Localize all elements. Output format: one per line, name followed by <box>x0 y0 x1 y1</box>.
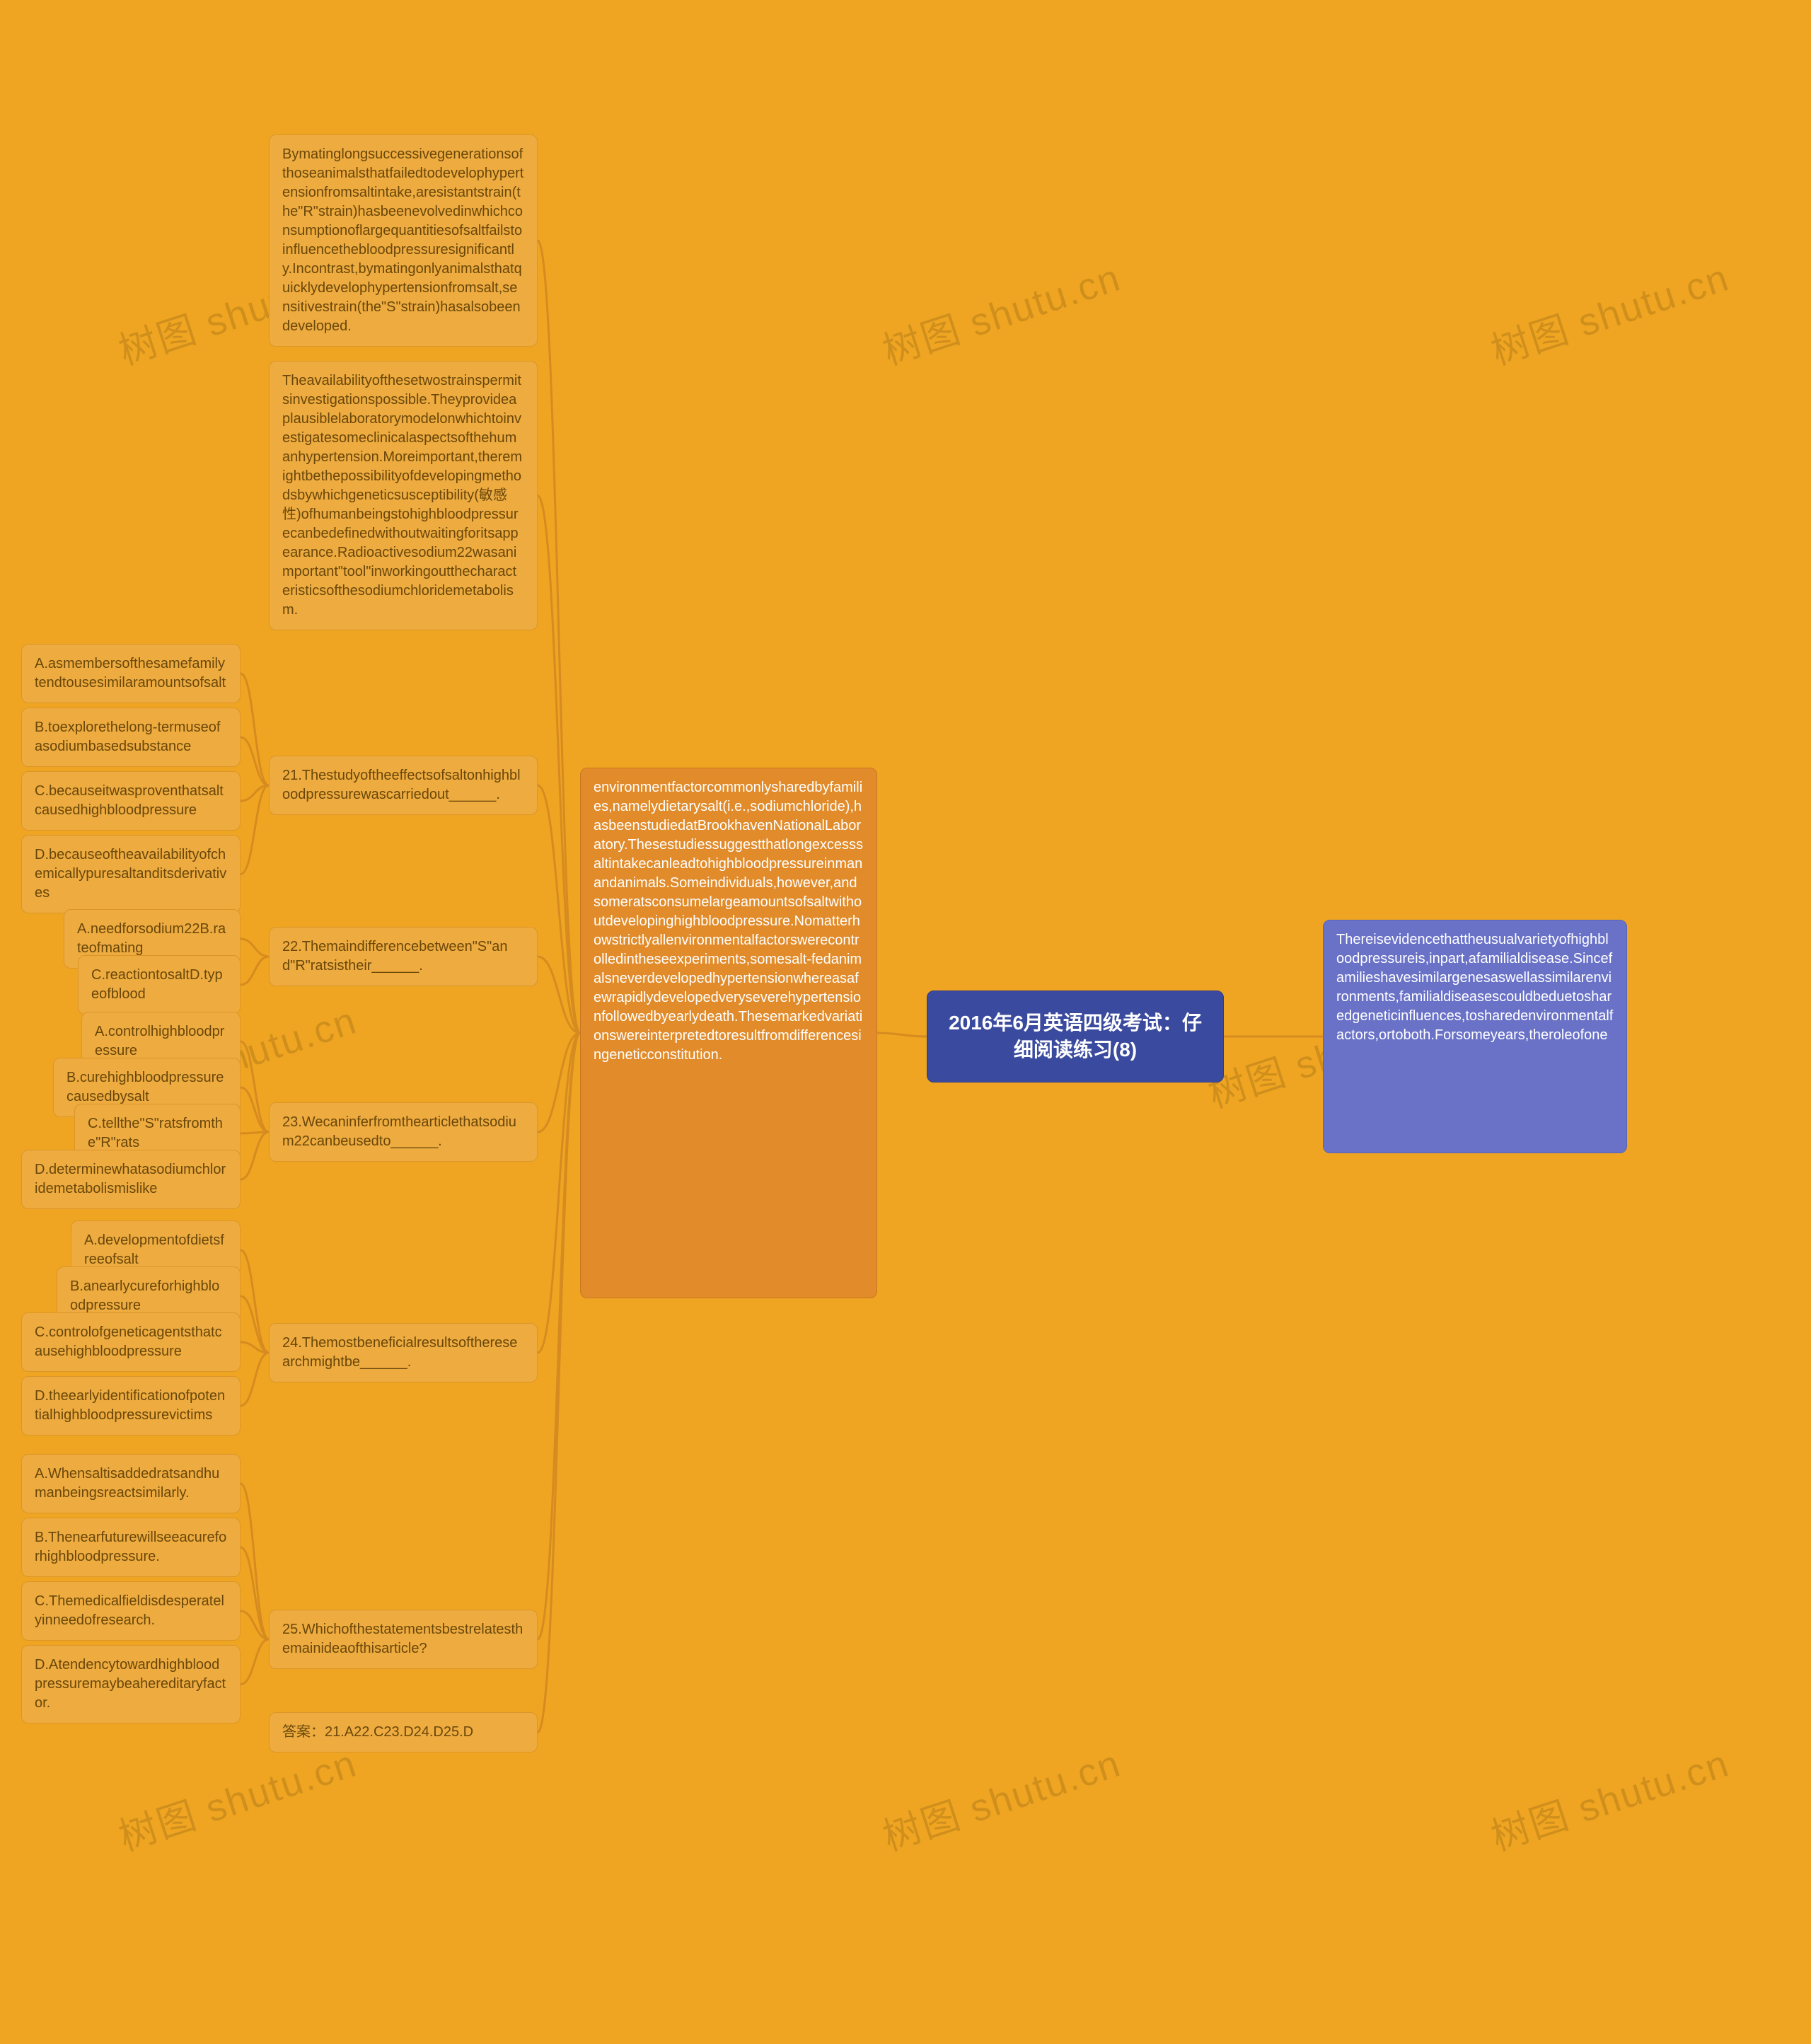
l4-q25b: B.Thenearfuturewillseeacureforhighbloodp… <box>21 1518 241 1577</box>
mindmap-canvas: 树图 shutu.cn 树图 shutu.cn 树图 shutu.cn 树图 shut… <box>0 0 1811 2044</box>
passage-main: environmentfactorcommonlysharedbyfamilie… <box>580 768 877 1298</box>
l4-q21c: C.becauseitwasproventhatsaltcausedhighbl… <box>21 771 241 831</box>
l3-q23: 23.Wecaninferfromthearticlethatsodium22c… <box>269 1102 538 1162</box>
l3-q25: 25.Whichofthestatementsbestrelatesthemai… <box>269 1610 538 1669</box>
l3-q22: 22.Themaindifferencebetween"S"and"R"rats… <box>269 927 538 986</box>
l4-q21d: D.becauseoftheavailabilityofchemicallypu… <box>21 835 241 913</box>
l4-q21b: B.toexplorethelong-termuseofasodiumbased… <box>21 708 241 767</box>
l4-q24c: C.controlofgeneticagentsthatcausehighblo… <box>21 1312 241 1372</box>
l4-q25d: D.Atendencytowardhighbloodpressuremaybea… <box>21 1645 241 1723</box>
watermark: 树图 shutu.cn <box>1483 1732 1735 1861</box>
watermark: 树图 shutu.cn <box>874 1732 1126 1861</box>
l4-q22b: C.reactiontosaltD.typeofblood <box>78 955 241 1015</box>
watermark: 树图 shutu.cn <box>874 246 1126 376</box>
l4-q25c: C.Themedicalfieldisdesperatelyinneedofre… <box>21 1581 241 1641</box>
intro-paragraph: Thereisevidencethattheusualvarietyofhigh… <box>1323 920 1627 1153</box>
l4-q24d: D.theearlyidentificationofpotentialhighb… <box>21 1376 241 1436</box>
watermark: 树图 shutu.cn <box>1483 246 1735 376</box>
l3-ans: 答案：21.A22.C23.D24.D25.D <box>269 1712 538 1753</box>
root-node: 2016年6月英语四级考试：仔细阅读练习(8) <box>927 991 1224 1082</box>
l4-q23d: D.determinewhatasodiumchloridemetabolism… <box>21 1150 241 1209</box>
l4-q21a: A.asmembersofthesamefamilytendtousesimil… <box>21 644 241 703</box>
l3-p2: Theavailabilityofthesetwostrainspermitsi… <box>269 361 538 630</box>
l3-q24: 24.Themostbeneficialresultsoftheresearch… <box>269 1323 538 1382</box>
l3-p1: Bymatinglongsuccessivegenerationsofthose… <box>269 134 538 347</box>
l3-q21: 21.Thestudyoftheeffectsofsaltonhighblood… <box>269 756 538 815</box>
l4-q25a: A.Whensaltisaddedratsandhumanbeingsreact… <box>21 1454 241 1513</box>
